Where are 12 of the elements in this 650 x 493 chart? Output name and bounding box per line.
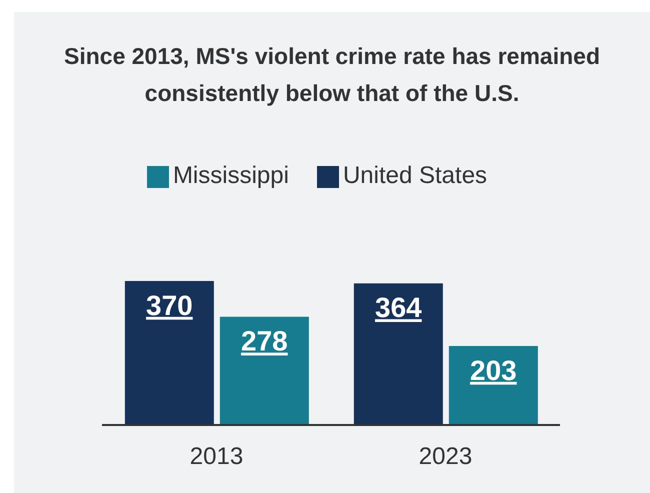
bar	[220, 316, 309, 425]
data-label: 203	[470, 354, 517, 386]
bar	[124, 281, 214, 425]
data-label: 370	[146, 290, 193, 321]
bar	[354, 283, 443, 425]
chart-title: Since 2013, MS's violent crime rate has remained consistently below that of the U.S.	[63, 42, 601, 108]
x-tick-label: 2013	[190, 443, 244, 470]
x-tick-label: 2023	[418, 443, 472, 470]
data-label: 278	[241, 326, 288, 357]
legend-label: Mississippi	[172, 162, 289, 189]
data-label: 364	[375, 292, 422, 324]
legend-label: United States	[342, 162, 488, 189]
